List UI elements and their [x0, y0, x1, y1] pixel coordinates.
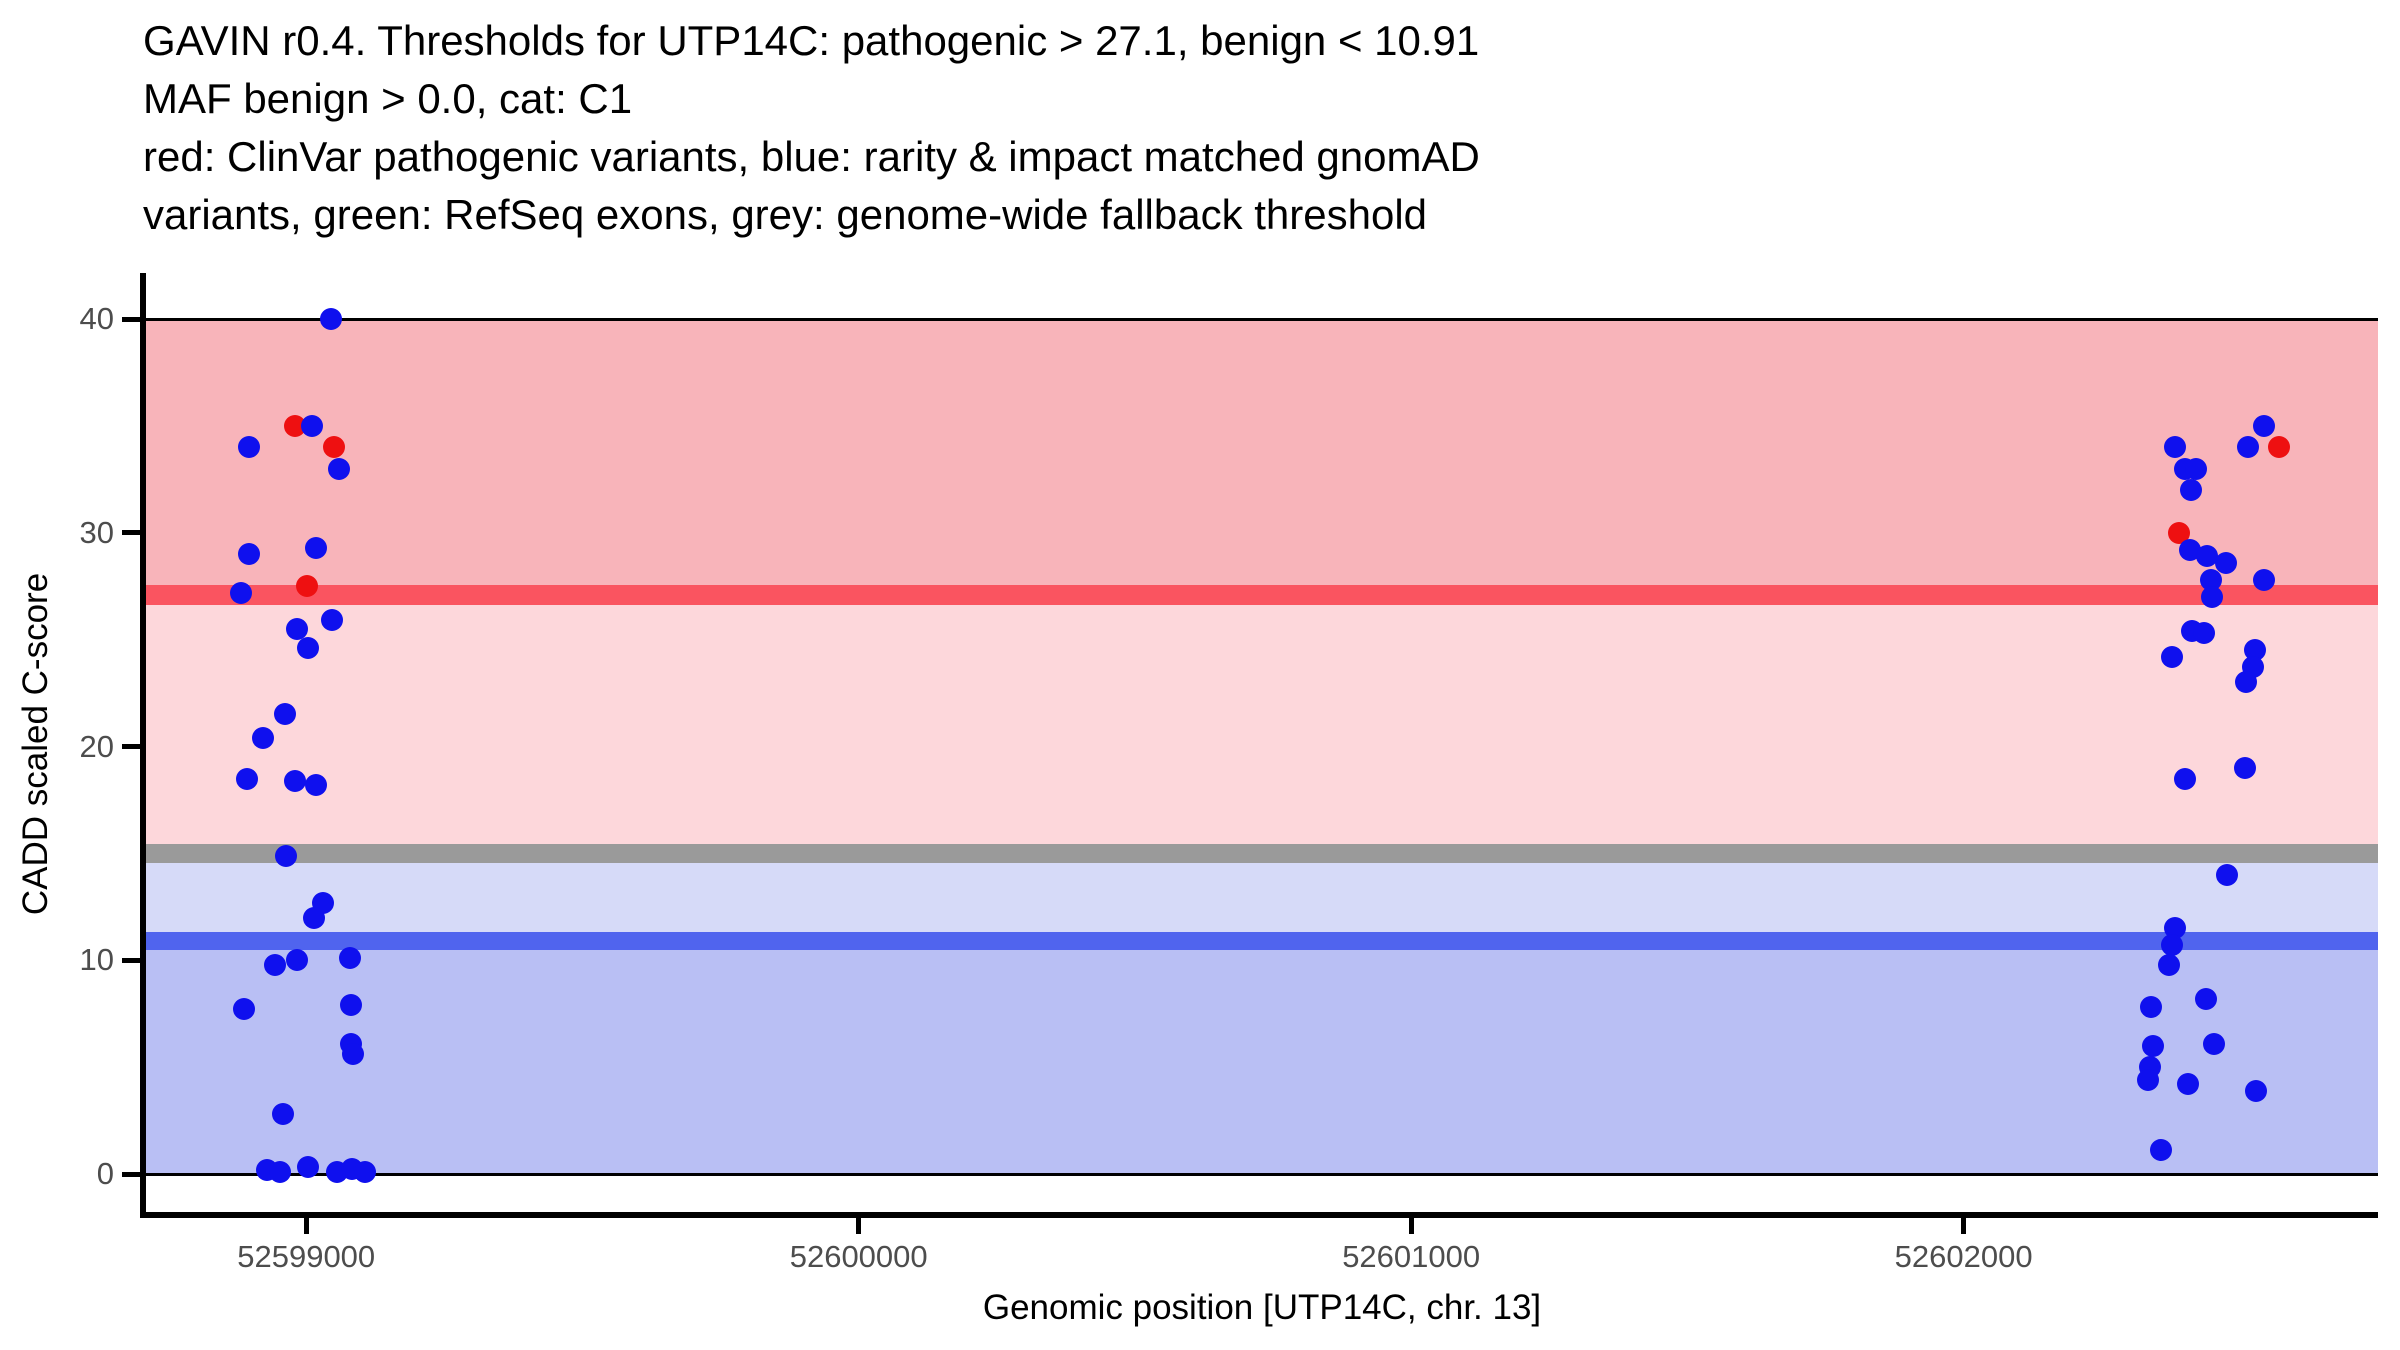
variant-point-red — [2268, 436, 2291, 459]
variant-point-blue — [233, 998, 256, 1021]
variant-point-blue — [2178, 538, 2201, 561]
variant-point-blue — [2163, 436, 2186, 459]
variant-point-blue — [274, 703, 297, 726]
variant-point-blue — [230, 581, 253, 604]
variant-point-blue — [2200, 585, 2223, 608]
band-uncertain-upper-zone — [146, 594, 2378, 854]
variant-point-blue — [2194, 987, 2217, 1010]
x-axis-line — [140, 1212, 2378, 1218]
x-tick-label-52600000: 52600000 — [789, 1239, 928, 1274]
variant-point-blue — [297, 637, 320, 660]
y-tick-mark-40 — [122, 316, 140, 322]
variant-point-blue — [2244, 1079, 2267, 1102]
variant-point-blue — [2215, 863, 2238, 886]
variant-point-blue — [2244, 639, 2267, 662]
variant-point-blue — [2179, 479, 2202, 501]
x-tick-label-52602000: 52602000 — [1894, 1239, 2033, 1274]
y-tick-label-30: 30 — [79, 514, 114, 550]
x-tick-mark-52599000 — [303, 1218, 309, 1234]
y-tick-label-20: 20 — [79, 728, 114, 764]
variant-point-blue — [320, 308, 343, 330]
variant-point-blue — [2136, 1068, 2159, 1091]
variant-point-blue — [305, 773, 328, 796]
variant-point-blue — [321, 609, 344, 632]
variant-point-blue — [342, 1043, 365, 1066]
x-tick-label-52601000: 52601000 — [1342, 1239, 1481, 1274]
band-uncertain-lower-zone — [146, 853, 2378, 941]
y-tick-mark-30 — [122, 530, 140, 536]
variant-point-blue — [2202, 1032, 2225, 1055]
y-tick-mark-20 — [122, 744, 140, 749]
variant-point-blue — [2184, 457, 2207, 480]
variant-point-blue — [286, 949, 309, 972]
x-tick-mark-52601000 — [1408, 1218, 1414, 1234]
variant-point-blue — [284, 769, 307, 792]
y-tick-label-0: 0 — [96, 1156, 114, 1191]
variant-point-blue — [269, 1160, 292, 1183]
y-axis-line — [140, 273, 146, 1218]
variant-point-blue — [297, 1155, 320, 1178]
variant-point-blue — [238, 436, 261, 459]
variant-point-blue — [339, 947, 362, 970]
variant-point-blue — [2161, 645, 2184, 668]
y-tick-mark-10 — [122, 957, 140, 963]
hline-pathogenic-threshold-line — [146, 584, 2378, 605]
y-tick-mark-0 — [122, 1171, 140, 1177]
plot-title-line-3: red: ClinVar pathogenic variants, blue: … — [143, 133, 1480, 180]
variant-point-blue — [2157, 953, 2180, 976]
x-tick-mark-52602000 — [1961, 1218, 1967, 1234]
variant-point-blue — [264, 953, 287, 976]
variant-point-blue — [2160, 934, 2183, 957]
variant-point-blue — [2195, 545, 2218, 568]
x-tick-mark-52600000 — [856, 1218, 862, 1234]
variant-point-blue — [302, 906, 325, 929]
variant-point-blue — [354, 1160, 377, 1183]
variant-point-blue — [2192, 622, 2215, 645]
variant-point-blue — [238, 543, 261, 566]
x-tick-label-52599000: 52599000 — [237, 1239, 376, 1274]
hline-ymin-edge-line — [146, 1172, 2378, 1176]
variant-point-blue — [2199, 568, 2222, 591]
variant-point-blue — [2214, 551, 2237, 574]
hline-fallback-threshold-band — [146, 843, 2378, 863]
variant-point-blue — [272, 1103, 294, 1126]
variant-point-red — [296, 575, 319, 598]
variant-point-blue — [301, 414, 324, 437]
variant-point-blue — [2163, 917, 2186, 940]
y-tick-label-10: 10 — [79, 942, 114, 978]
variant-point-blue — [2149, 1139, 2172, 1162]
variant-point-blue — [286, 617, 309, 640]
variant-point-red — [2167, 521, 2190, 544]
variant-point-blue — [2173, 767, 2196, 790]
hline-ymax-edge-line — [146, 317, 2378, 321]
x-axis-title: Genomic position [UTP14C, chr. 13] — [982, 1288, 1542, 1327]
variant-point-blue — [252, 726, 275, 749]
variant-point-blue — [2237, 436, 2260, 459]
variant-point-red — [323, 436, 346, 459]
band-pathogenic-zone — [146, 319, 2378, 595]
variant-point-blue — [2253, 568, 2276, 591]
plot-title-line-4: variants, green: RefSeq exons, grey: gen… — [143, 191, 1428, 238]
plot-title-line-2: MAF benign > 0.0, cat: C1 — [143, 75, 633, 122]
hline-benign-threshold-line — [146, 931, 2378, 950]
plot-title-line-1: GAVIN r0.4. Thresholds for UTP14C: patho… — [143, 17, 1480, 64]
variant-point-blue — [2233, 756, 2256, 779]
variant-point-blue — [305, 536, 328, 559]
variant-point-red — [284, 414, 307, 437]
band-benign-zone — [146, 940, 2378, 1174]
plot-title: GAVIN r0.4. Thresholds for UTP14C: patho… — [143, 12, 1480, 244]
variant-point-blue — [339, 994, 362, 1017]
y-tick-label-40: 40 — [79, 301, 114, 336]
variant-point-blue — [2253, 414, 2276, 437]
variant-point-blue — [236, 767, 259, 790]
variant-point-blue — [2176, 1073, 2199, 1096]
variant-point-blue — [2141, 1034, 2164, 1057]
variant-point-blue — [2234, 671, 2257, 694]
variant-point-blue — [2139, 996, 2162, 1019]
variant-point-blue — [328, 457, 351, 480]
variant-point-blue — [275, 844, 298, 867]
